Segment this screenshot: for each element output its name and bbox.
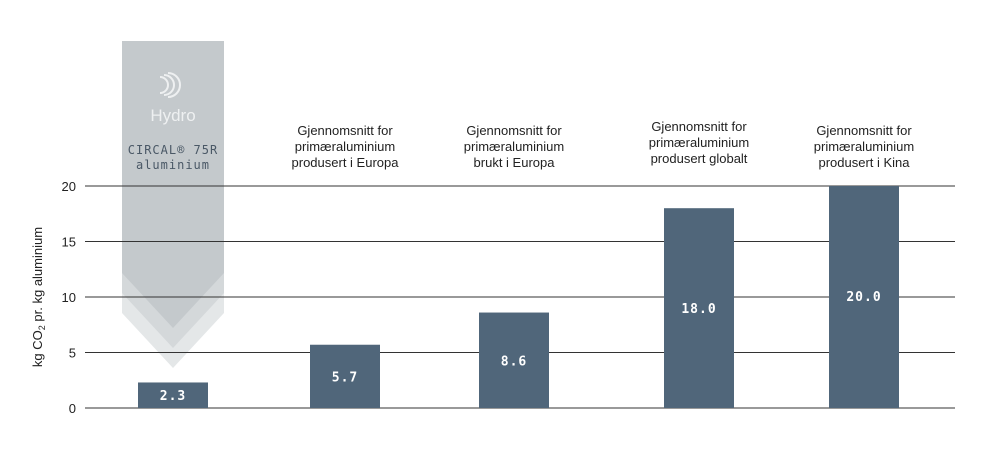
highlight-band [122, 41, 224, 328]
product-name-line1: CIRCAL® 75R [128, 143, 218, 157]
bar-value-label: 2.3 [160, 389, 186, 404]
bar-value-label: 20.0 [846, 290, 881, 305]
category-label-line: Gjennomsnitt for [466, 123, 562, 138]
logo-arc-1 [163, 74, 175, 96]
bar-value-label: 5.7 [332, 370, 358, 385]
y-ticks: 0 5 10 15 20 [62, 179, 76, 416]
product-name-line2: aluminium [136, 158, 210, 172]
category-label-line: Gjennomsnitt for [651, 119, 747, 134]
bar-2 [479, 312, 549, 408]
logo-arc-2 [167, 72, 181, 98]
hydro-logo-icon [159, 72, 181, 98]
y-tick-label: 0 [69, 401, 76, 416]
bar-4 [829, 186, 899, 408]
y-tick-label: 20 [62, 179, 76, 194]
y-axis-label: kg CO2 pr. kg aluminium [30, 227, 47, 367]
category-label-line: produsert i Europa [292, 155, 400, 170]
hydro-logo-text: Hydro [150, 106, 195, 125]
category-label-line: primæraluminium [814, 139, 914, 154]
bar-3 [664, 208, 734, 408]
category-label-line: produsert i Kina [818, 155, 910, 170]
category-label-line: primæraluminium [649, 135, 749, 150]
bar-value-label: 8.6 [501, 354, 527, 369]
y-tick-label: 10 [62, 290, 76, 305]
logo-arc-0 [159, 76, 169, 94]
category-label-line: Gjennomsnitt for [816, 123, 912, 138]
category-label-line: brukt i Europa [474, 155, 556, 170]
y-tick-label: 15 [62, 235, 76, 250]
category-label-line: primæraluminium [464, 139, 564, 154]
category-label-line: produsert globalt [651, 151, 748, 166]
y-tick-label: 5 [69, 346, 76, 361]
bar-0 [138, 382, 208, 408]
bar-value-label: 18.0 [681, 302, 716, 317]
category-label-line: Gjennomsnitt for [297, 123, 393, 138]
category-labels: Gjennomsnitt forprimæraluminiumprodusert… [292, 119, 915, 170]
category-label-line: primæraluminium [295, 139, 395, 154]
bar-1 [310, 344, 380, 408]
bars: 2.3 5.7 8.6 18.0 20.0 [138, 186, 899, 408]
